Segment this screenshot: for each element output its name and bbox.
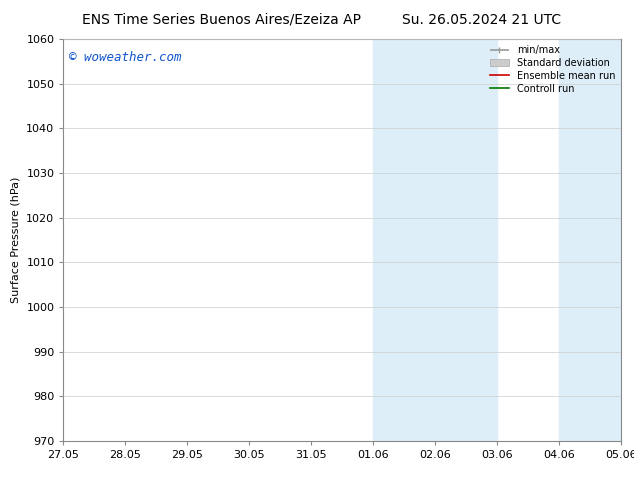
Bar xyxy=(559,39,590,441)
Y-axis label: Surface Pressure (hPa): Surface Pressure (hPa) xyxy=(11,177,21,303)
Text: Su. 26.05.2024 21 UTC: Su. 26.05.2024 21 UTC xyxy=(403,13,561,26)
Text: ENS Time Series Buenos Aires/Ezeiza AP: ENS Time Series Buenos Aires/Ezeiza AP xyxy=(82,13,361,26)
Bar xyxy=(590,39,621,441)
Bar xyxy=(404,39,497,441)
Legend: min/max, Standard deviation, Ensemble mean run, Controll run: min/max, Standard deviation, Ensemble me… xyxy=(486,41,619,98)
Title: ENS Time Series Buenos Aires/Ezeiza AP          Su. 26.05.2024 21 UTC: ENS Time Series Buenos Aires/Ezeiza AP S… xyxy=(0,489,1,490)
Bar xyxy=(373,39,404,441)
Text: © woweather.com: © woweather.com xyxy=(69,51,181,64)
